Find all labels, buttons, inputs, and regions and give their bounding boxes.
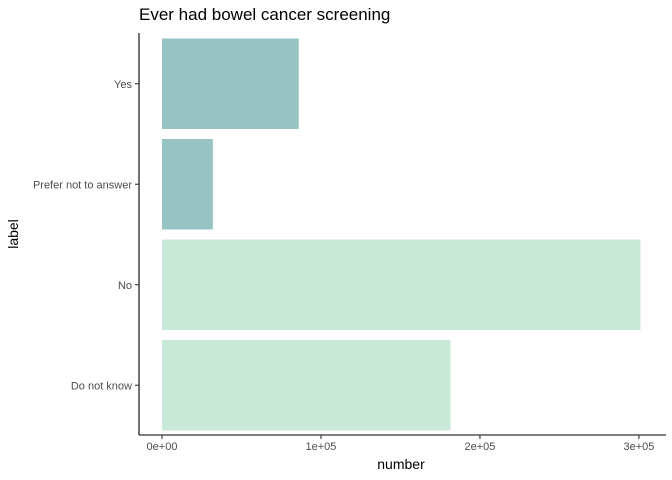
x-tick-label: 0e+00 [147,441,178,453]
y-axis-ticks: Do not know No Prefer not to answer Yes [33,79,139,392]
bar-prefer-not-to-answer [162,139,213,230]
x-tick-label: 3e+05 [623,441,654,453]
y-tick-label: No [118,280,132,292]
y-axis-title: label [5,219,21,249]
y-tick-label: Do not know [71,380,132,392]
x-tick-label: 2e+05 [464,441,495,453]
chart-title: Ever had bowel cancer screening [139,5,390,24]
y-tick-label: Prefer not to answer [33,179,132,191]
bar-no [162,239,641,330]
bars-group [162,38,641,431]
bar-yes [162,38,299,129]
x-axis-ticks: 0e+00 1e+05 2e+05 3e+05 [147,435,654,453]
x-axis-title: number [377,456,425,472]
x-tick-label: 1e+05 [306,441,337,453]
bar-do-not-know [162,340,451,431]
y-tick-label: Yes [114,79,132,91]
